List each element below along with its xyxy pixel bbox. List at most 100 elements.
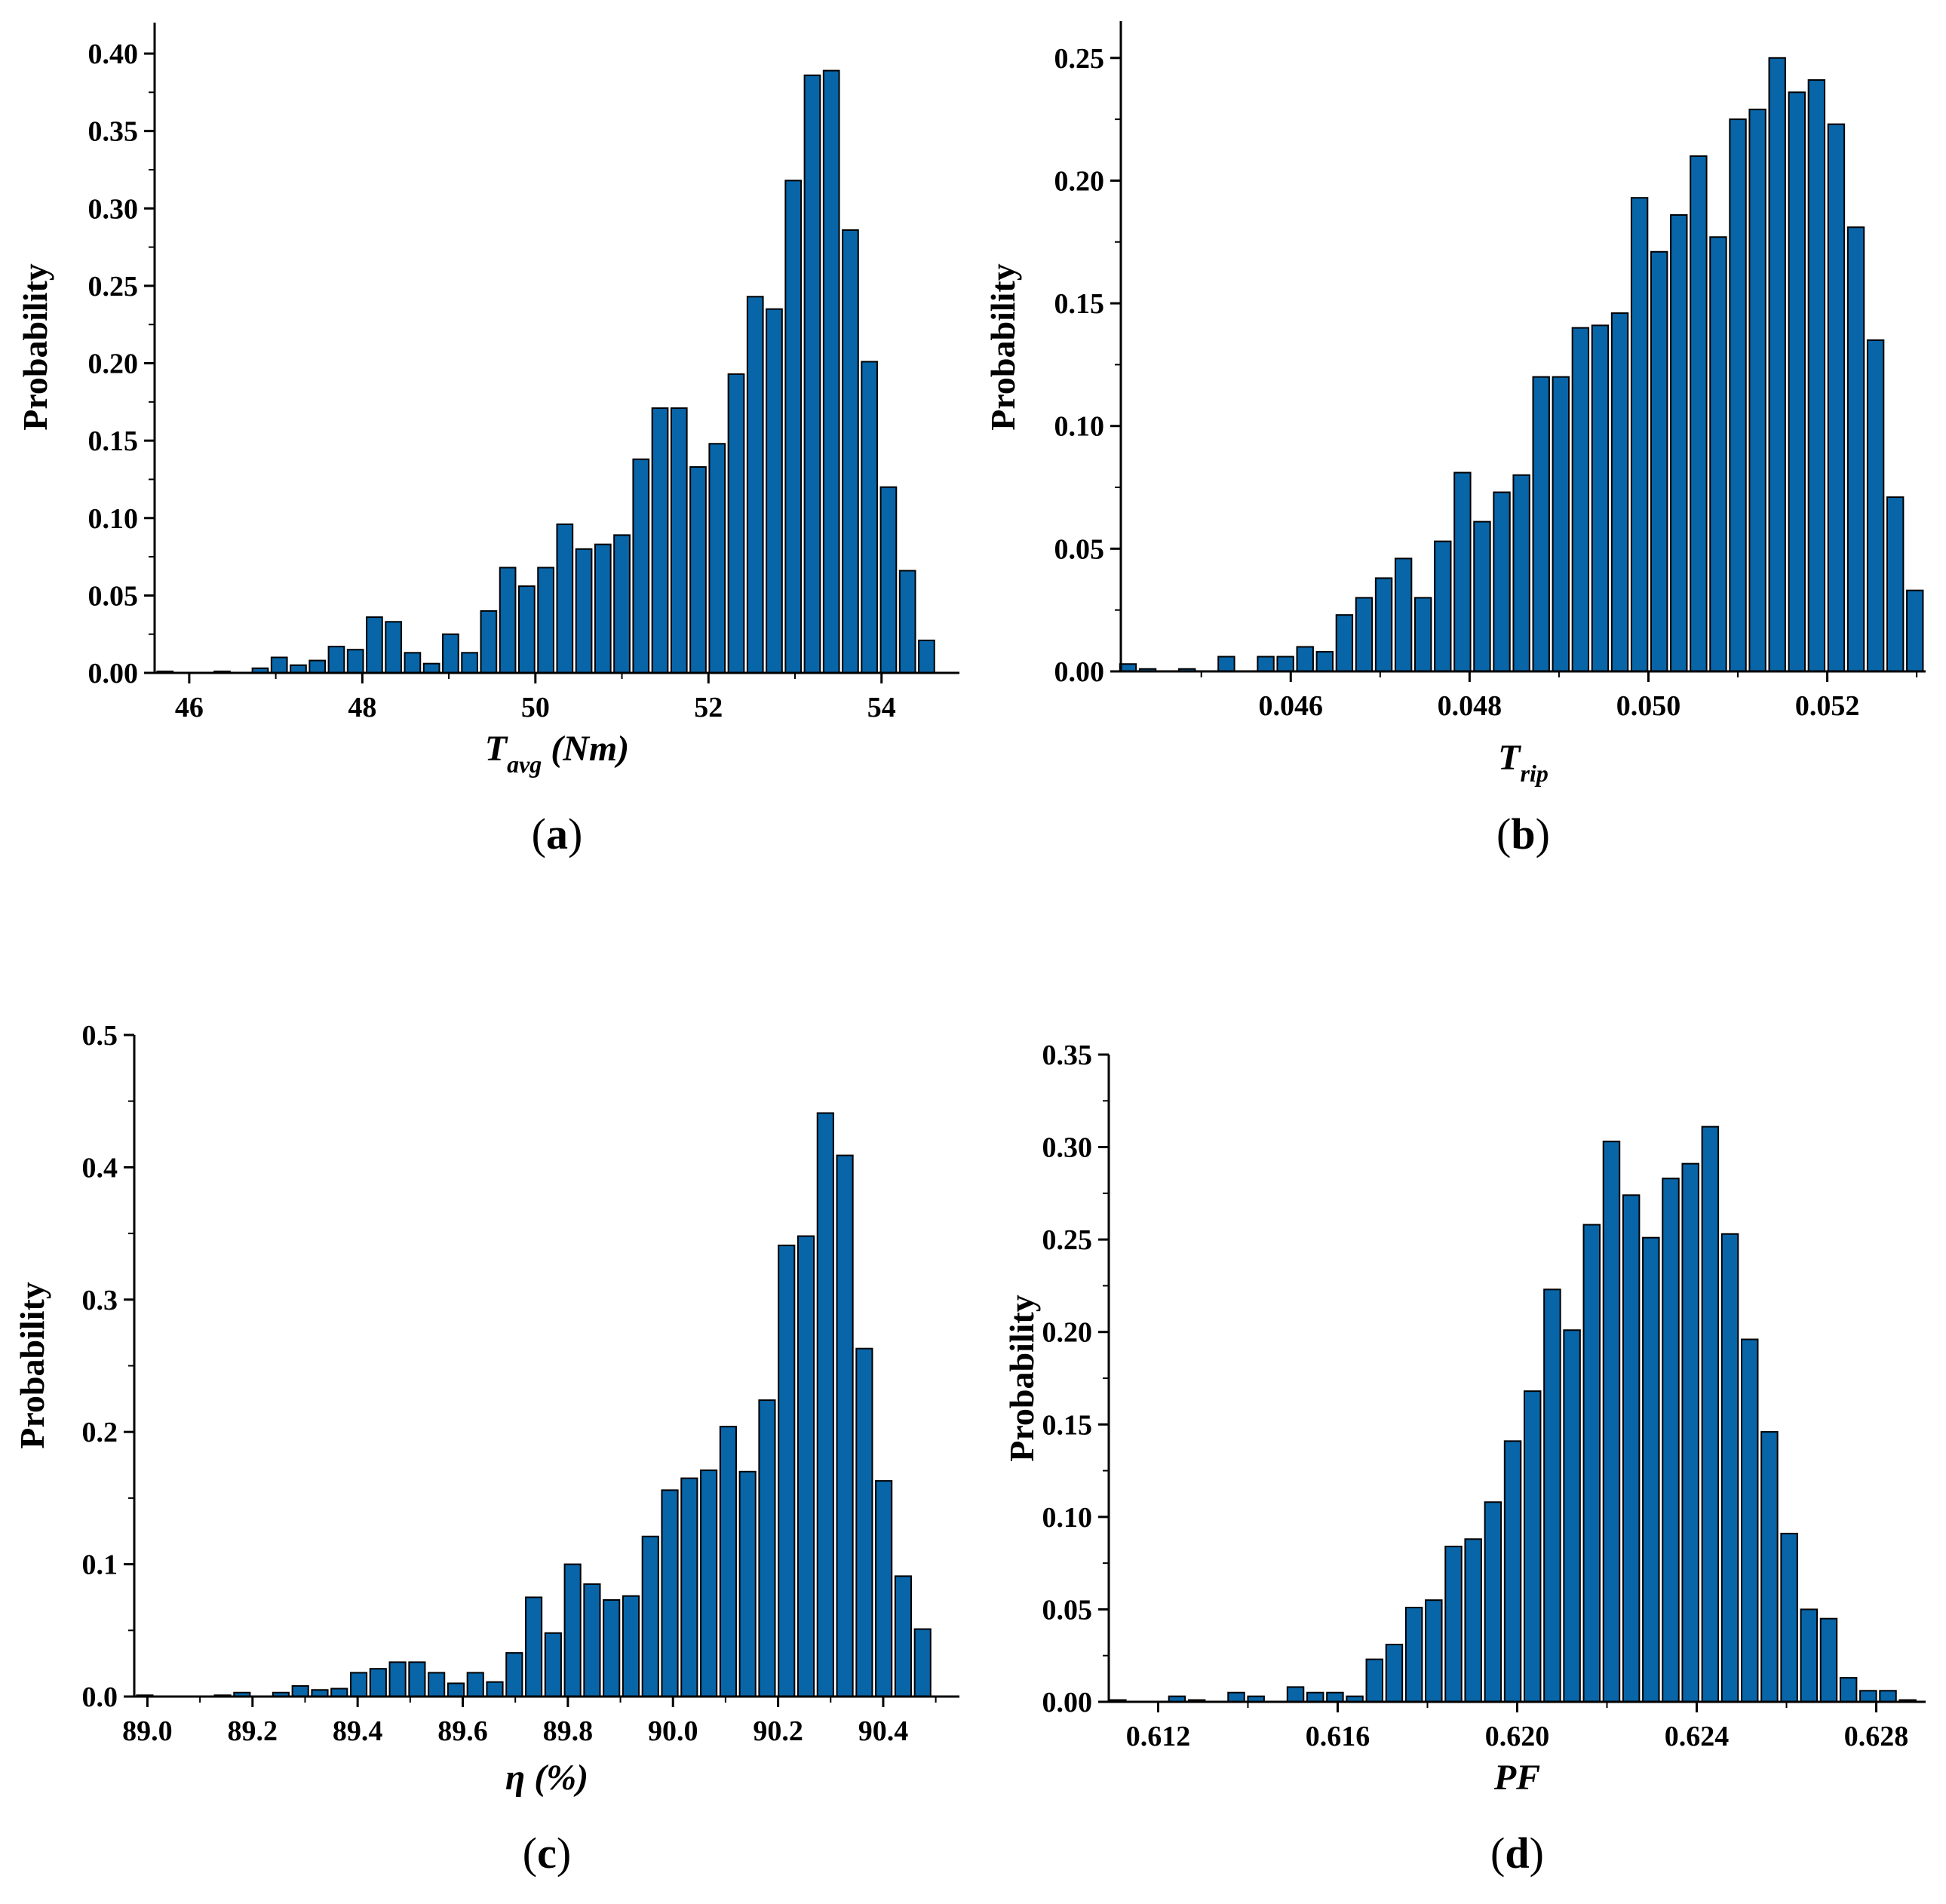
bar [1760, 1431, 1779, 1703]
bar [1276, 656, 1294, 672]
bar [461, 652, 478, 674]
bar [385, 621, 403, 674]
y-tick-label: 0.20 [1042, 1317, 1093, 1349]
bar [408, 1661, 426, 1697]
y-tick-label: 0.3 [82, 1285, 118, 1316]
bar [1768, 57, 1786, 673]
x-axis-title-unit: (Nm) [542, 729, 629, 769]
bar [291, 1684, 309, 1697]
bar [1464, 1538, 1482, 1703]
panel-label: (a) [532, 809, 583, 858]
bar [1355, 597, 1374, 672]
bar [1524, 1390, 1542, 1703]
bar [525, 1596, 543, 1697]
bar [1571, 327, 1590, 672]
bar [556, 523, 574, 674]
y-tick-label: 0.5 [82, 1020, 118, 1052]
y-tick-label: 0.2 [82, 1417, 118, 1448]
y-tick-label: 0.20 [88, 349, 139, 380]
bar [1662, 1178, 1680, 1703]
bar [1720, 1233, 1739, 1703]
bar [803, 74, 821, 674]
bar [330, 1687, 348, 1697]
bar [913, 1628, 932, 1698]
bars [1119, 57, 1924, 673]
bar [1591, 324, 1610, 672]
x-tick-label: 0.624 [1665, 1721, 1730, 1752]
bar [918, 639, 935, 674]
bar [1532, 376, 1550, 672]
y-tick-label: 0.05 [1042, 1594, 1093, 1626]
panel-label-open: ( [1490, 1829, 1505, 1878]
bar [1493, 491, 1511, 672]
bar [518, 585, 536, 674]
x-tick-label: 90.2 [753, 1715, 803, 1747]
bar [544, 1632, 562, 1698]
y-tick-label: 0.20 [1054, 165, 1105, 197]
bar [670, 407, 688, 674]
bar [1296, 646, 1314, 672]
y-tick-label: 0.00 [1042, 1687, 1093, 1718]
bar [689, 466, 707, 674]
y-tick-label: 0.10 [1042, 1502, 1093, 1534]
bar [746, 296, 764, 674]
bar [661, 1489, 679, 1697]
bar [366, 616, 383, 674]
bar [879, 486, 898, 674]
x-axis-title-main: PF [1493, 1758, 1540, 1798]
bar [1326, 1691, 1344, 1703]
x-tick-label: 0.612 [1126, 1721, 1191, 1752]
bar [1788, 91, 1806, 672]
bar [346, 649, 364, 674]
panel-b: 0.00 0.05 0.10 0.15 0.20 0.25 0.046 0.048 0.050 0… [984, 21, 1926, 858]
bar [327, 646, 345, 674]
x-axis-title-main: T [1498, 738, 1521, 778]
y-tick-label: 0.00 [1054, 656, 1105, 688]
bar [1552, 376, 1570, 672]
bar [447, 1682, 465, 1697]
x-axis-title: Tavg (Nm) [485, 729, 630, 778]
bar [1602, 1141, 1621, 1703]
bar [388, 1661, 407, 1697]
bar [270, 656, 288, 674]
y-tick-label: 0.25 [1042, 1224, 1093, 1256]
y-tick-label: 0.30 [88, 193, 139, 225]
bar [404, 652, 422, 674]
bar [861, 361, 879, 674]
bar [1286, 1686, 1305, 1703]
bar [1650, 250, 1668, 672]
bar [1807, 79, 1826, 672]
y-tick-label: 0.25 [1054, 43, 1105, 75]
bar [1434, 540, 1452, 672]
bar [442, 633, 459, 674]
bar [537, 567, 554, 674]
x-tick-label: 0.628 [1844, 1721, 1909, 1752]
bar [1404, 1606, 1423, 1703]
bar [1906, 589, 1924, 672]
panel-label-close: ) [568, 809, 582, 858]
bar [719, 1426, 737, 1698]
bar [1610, 312, 1629, 672]
bar [778, 1244, 796, 1697]
y-tick-label: 0.00 [88, 658, 139, 689]
panel-d: 0.00 0.05 0.10 0.15 0.20 0.25 0.30 0.35 0.612 0.6… [1002, 1040, 1926, 1878]
x-axis-title: η (%) [505, 1758, 588, 1798]
panel-label: (d) [1490, 1829, 1544, 1878]
bar [766, 308, 783, 674]
x-tick-label: 46 [175, 692, 204, 723]
bar [651, 407, 669, 674]
bar [1484, 1501, 1502, 1703]
bar [1394, 557, 1413, 672]
y-tick-label: 0.10 [1054, 411, 1105, 443]
bar [1306, 1691, 1324, 1703]
bar [641, 1535, 659, 1698]
bar [1681, 1162, 1699, 1703]
bar [1543, 1288, 1561, 1703]
y-tick-label: 0.35 [1042, 1040, 1093, 1071]
y-tick-label: 0.40 [88, 38, 139, 70]
y-tick-label: 0.4 [82, 1152, 118, 1184]
bar [1512, 474, 1530, 673]
panel-label-letter: d [1505, 1829, 1529, 1878]
bar [499, 567, 517, 674]
